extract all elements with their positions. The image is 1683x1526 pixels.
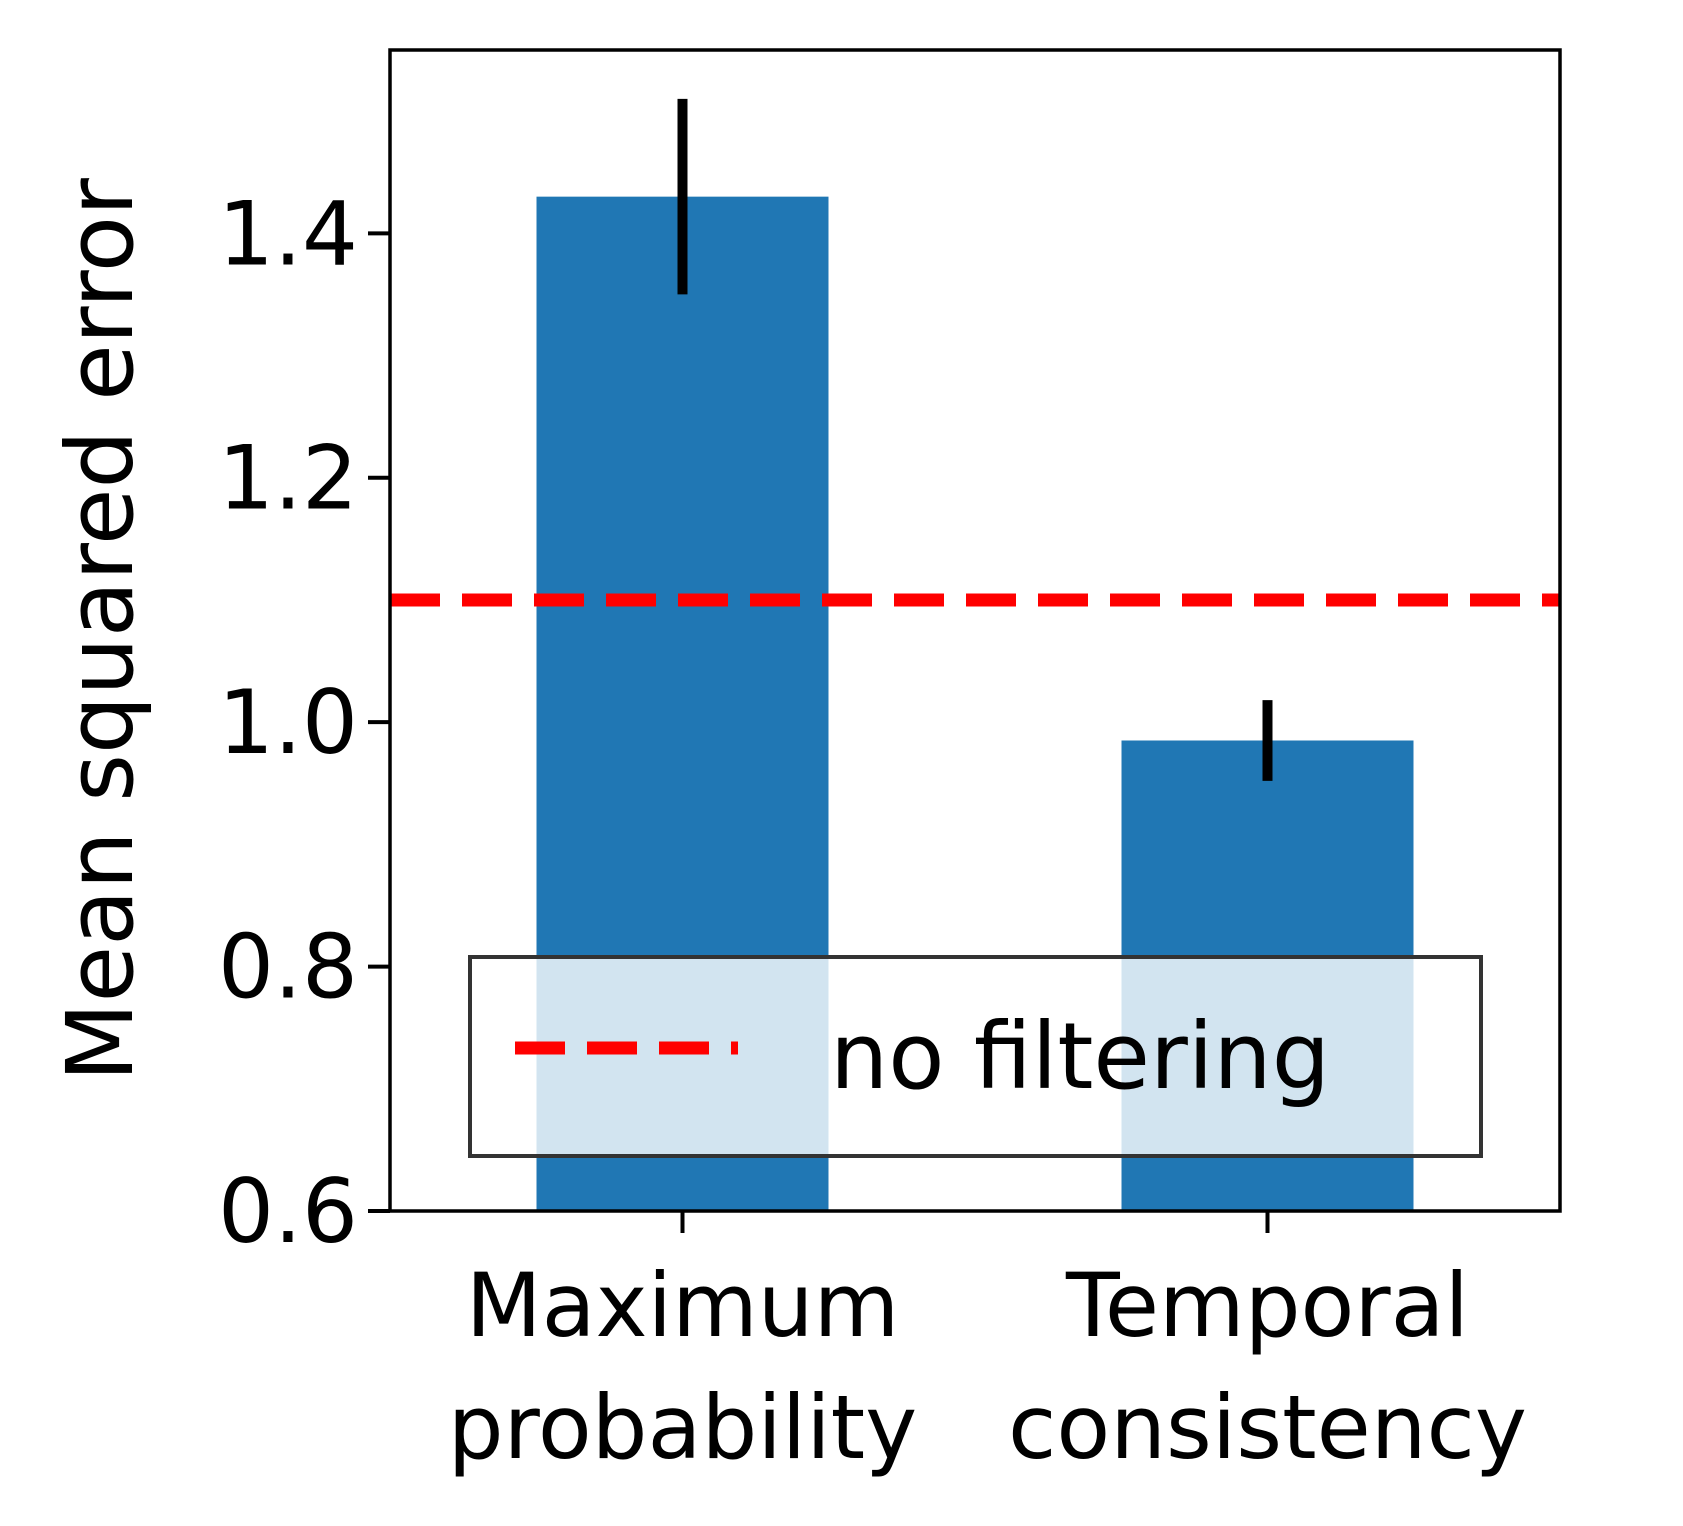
- y-tick-label: 0.8: [218, 916, 358, 1019]
- x-tick-label: probability: [448, 1376, 918, 1479]
- y-tick-label: 1.0: [218, 671, 358, 774]
- legend-label: no filtering: [830, 1003, 1330, 1110]
- x-tick-label: consistency: [1008, 1376, 1527, 1479]
- y-axis: 0.6 0.8 1.0 1.2 1.4: [218, 182, 390, 1263]
- legend: no filtering: [468, 955, 1483, 1158]
- y-tick-label: 0.6: [218, 1160, 358, 1263]
- y-tick-label: 1.4: [218, 182, 358, 285]
- legend-box: [468, 955, 1483, 1158]
- y-axis-label: Mean squared error: [47, 178, 154, 1082]
- error-bars-layer: [677, 98, 1273, 781]
- y-tick-label: 1.2: [218, 427, 358, 530]
- x-tick-label: Maximum: [466, 1254, 900, 1357]
- plot-frame: [388, 48, 1562, 1213]
- x-tick-label: Temporal: [1065, 1254, 1469, 1357]
- x-axis: Maximum probability Temporal consistency: [448, 1211, 1527, 1479]
